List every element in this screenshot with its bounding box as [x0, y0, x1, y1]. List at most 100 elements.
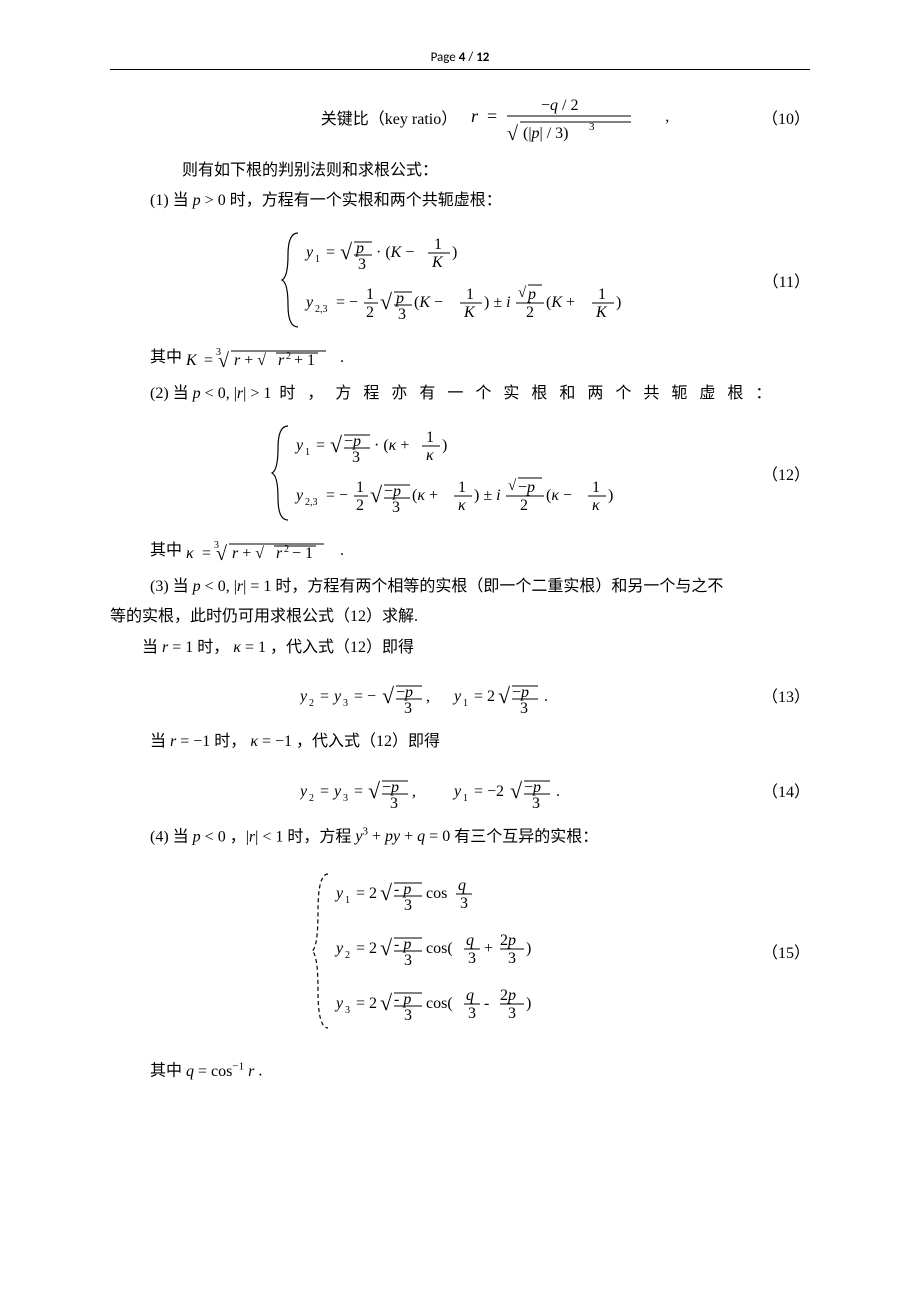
- eq10-number: （10）: [762, 105, 810, 129]
- svg-text:κ: κ: [458, 497, 466, 514]
- svg-text:3: 3: [392, 499, 400, 516]
- svg-text:=: =: [354, 783, 363, 800]
- svg-text:3: 3: [520, 700, 528, 717]
- svg-text:p: p: [527, 286, 536, 303]
- svg-text:y: y: [332, 783, 342, 800]
- svg-text:−p: −p: [382, 779, 399, 796]
- svg-text:· (κ +: · (κ +: [374, 437, 409, 454]
- equation-12: y1 = √ −p 3 · (κ + 1 κ ) y2,3 = − 12 √: [110, 418, 810, 528]
- svg-text:(κ −: (κ −: [546, 487, 572, 504]
- header-rule: [110, 69, 810, 70]
- svg-text:3: 3: [398, 306, 406, 323]
- svg-text:3: 3: [343, 698, 348, 709]
- case3-line1: (3) 当 p < 0, |r| = 1 时，方程有两个相等的实根（即一个二重实…: [110, 572, 810, 602]
- svg-text:=: =: [320, 783, 329, 800]
- svg-text:y: y: [300, 783, 308, 800]
- where4-formula: q = cos−1 r: [186, 1063, 254, 1080]
- svg-text:): ): [526, 940, 531, 957]
- svg-text:) ± i: ) ± i: [474, 487, 501, 504]
- svg-text:= 2: = 2: [356, 940, 377, 957]
- svg-text:q: q: [466, 932, 474, 949]
- svg-text:(|p| / 3): (|p| / 3): [523, 125, 569, 142]
- svg-text:1: 1: [463, 793, 468, 804]
- svg-text:= 2: = 2: [356, 995, 377, 1012]
- svg-text:K: K: [431, 254, 444, 271]
- svg-text:3: 3: [460, 895, 468, 912]
- svg-text:3: 3: [404, 952, 412, 969]
- svg-text:cos(: cos(: [426, 940, 453, 957]
- svg-text:r: r: [471, 106, 479, 126]
- eq15-number: （15）: [762, 939, 810, 963]
- svg-text:3: 3: [468, 950, 476, 967]
- svg-text:(K +: (K +: [546, 294, 575, 311]
- equation-14: y2 = y3 = √ −p 3 , y1 = −2 √ −p 3 . （1: [110, 766, 810, 814]
- svg-text:1: 1: [463, 698, 468, 709]
- svg-text:3: 3: [343, 793, 348, 804]
- where2: 其中 κ = 3 √ r + √ r 2 − 1 .: [110, 536, 810, 566]
- svg-text:r + √: r + √: [232, 545, 264, 562]
- svg-text:1: 1: [466, 286, 474, 303]
- svg-text:3: 3: [468, 1005, 476, 1022]
- svg-text:y: y: [304, 294, 314, 311]
- svg-text:1: 1: [315, 254, 320, 265]
- svg-text:−p: −p: [524, 779, 541, 796]
- svg-text:+: +: [484, 940, 493, 957]
- svg-text:y: y: [334, 995, 344, 1012]
- svg-text:2: 2: [356, 497, 364, 514]
- case1-cond: p: [193, 192, 201, 209]
- svg-text:2p: 2p: [500, 932, 516, 949]
- svg-text:p: p: [395, 290, 404, 307]
- svg-text:y: y: [334, 885, 344, 902]
- svg-text:=: =: [202, 545, 211, 562]
- case4-cond: p < 0 ，|r| < 1: [193, 828, 284, 845]
- svg-text:3: 3: [404, 700, 412, 717]
- svg-text:κ: κ: [186, 545, 194, 562]
- svg-text:3: 3: [345, 1005, 350, 1016]
- svg-text:2: 2: [526, 304, 534, 321]
- svg-text:√: √: [510, 778, 523, 803]
- svg-text:−p: −p: [344, 433, 361, 450]
- case3-line2: 等的实根，此时仍可用求根公式（12）求解.: [110, 602, 810, 632]
- svg-text:- p: - p: [394, 881, 411, 898]
- svg-text:√: √: [508, 478, 517, 494]
- eq15-formula: y1 = 2 √ - p 3 cos q 3 y2 = 2 √ - p 3: [310, 866, 610, 1036]
- svg-text:− 1: − 1: [292, 545, 313, 562]
- svg-text:2: 2: [366, 304, 374, 321]
- equation-11: y1 = √ p 3 · (K − 1 K ) y2,3 = − 12 √: [110, 225, 810, 335]
- svg-text:2p: 2p: [500, 987, 516, 1004]
- eq13-formula: y2 = y3 = − √ −p 3 , y1 = 2 √ −p 3 .: [300, 671, 620, 719]
- svg-text:): ): [452, 244, 457, 261]
- eq11-formula: y1 = √ p 3 · (K − 1 K ) y2,3 = − 12 √: [280, 225, 640, 335]
- svg-text:3: 3: [390, 795, 398, 812]
- svg-text:√: √: [370, 482, 383, 507]
- svg-text:3: 3: [404, 1007, 412, 1024]
- svg-text:3: 3: [532, 795, 540, 812]
- case4-eqn: y3 + py + q = 0: [355, 828, 450, 845]
- eq12-formula: y1 = √ −p 3 · (κ + 1 κ ) y2,3 = − 12 √: [270, 418, 650, 528]
- svg-text:cos(: cos(: [426, 995, 453, 1012]
- svg-text:K: K: [186, 352, 198, 369]
- svg-text:y: y: [332, 688, 342, 705]
- svg-text:=: =: [320, 688, 329, 705]
- svg-text:√: √: [340, 239, 353, 264]
- eq14-formula: y2 = y3 = √ −p 3 , y1 = −2 √ −p 3 .: [300, 766, 620, 814]
- svg-text:3: 3: [508, 950, 516, 967]
- equation-15: y1 = 2 √ - p 3 cos q 3 y2 = 2 √ - p 3: [110, 866, 810, 1036]
- svg-text:p: p: [355, 240, 364, 257]
- svg-text:= −2: = −2: [474, 783, 504, 800]
- svg-text:3: 3: [589, 121, 595, 133]
- svg-text:y: y: [294, 437, 304, 454]
- svg-text:): ): [442, 437, 447, 454]
- svg-text:√: √: [380, 880, 393, 905]
- equation-13: y2 = y3 = − √ −p 3 , y1 = 2 √ −p 3 . （13: [110, 671, 810, 719]
- svg-text:−p: −p: [518, 479, 535, 496]
- eq11-number: （11）: [763, 268, 810, 292]
- svg-text:y: y: [294, 487, 304, 504]
- eq14-number: （14）: [762, 778, 810, 802]
- svg-text:=: =: [326, 244, 335, 261]
- svg-text:= −: = −: [354, 688, 376, 705]
- page-total: 12: [476, 50, 489, 65]
- svg-text:q: q: [466, 987, 474, 1004]
- svg-text:3: 3: [404, 897, 412, 914]
- eq13-number: （13）: [762, 683, 810, 707]
